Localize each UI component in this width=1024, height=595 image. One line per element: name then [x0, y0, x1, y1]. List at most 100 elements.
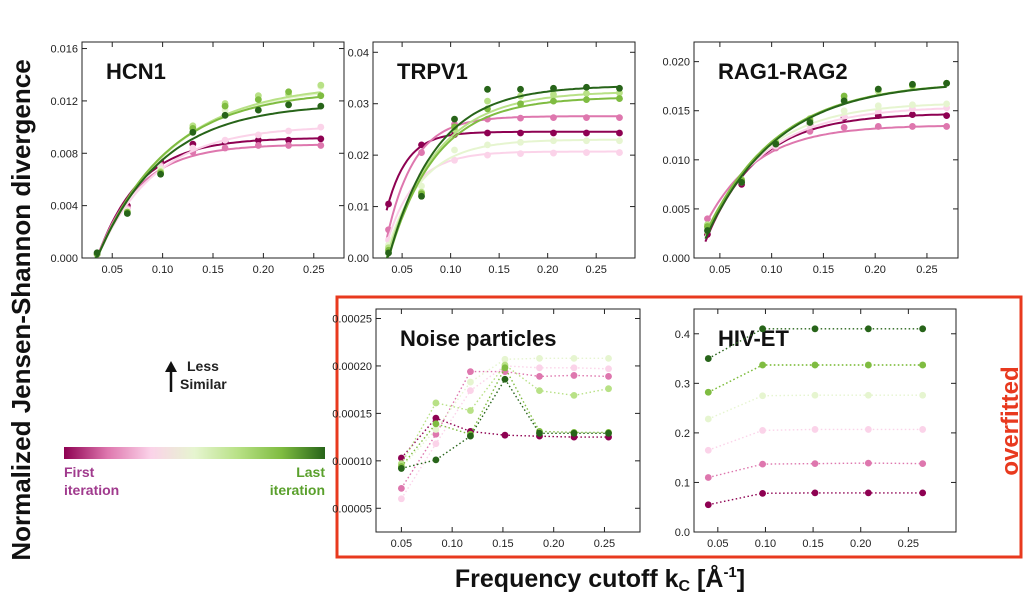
- legend-last-line2: iteration: [270, 482, 325, 498]
- data-point: [451, 146, 458, 154]
- data-point: [550, 84, 557, 92]
- data-point: [909, 80, 916, 88]
- data-point: [605, 429, 612, 437]
- data-point: [418, 141, 425, 149]
- data-point: [317, 142, 325, 149]
- x-tick-label: 0.25: [898, 538, 919, 550]
- data-point: [285, 136, 292, 144]
- data-point: [583, 129, 590, 137]
- data-point: [704, 474, 712, 481]
- data-point: [811, 325, 819, 333]
- data-point: [432, 420, 440, 428]
- x-tick-label: 0.25: [585, 264, 606, 276]
- data-point: [501, 431, 509, 439]
- data-point: [919, 489, 927, 497]
- data-point: [943, 79, 951, 87]
- data-point: [874, 102, 882, 110]
- x-tick-label: 0.05: [709, 264, 730, 276]
- y-tick-label: 0.008: [50, 148, 78, 160]
- data-point: [484, 151, 491, 159]
- x-tick-label: 0.25: [303, 264, 324, 276]
- legend-last-line1: Last: [296, 464, 325, 480]
- x-tick-label: 0.20: [537, 264, 558, 276]
- figure-ylabel: Normalized Jensen-Shannon divergence: [6, 59, 36, 560]
- figure-xlabel-sup: -1: [723, 564, 736, 581]
- x-tick-label: 0.10: [755, 538, 776, 550]
- data-point: [583, 90, 590, 97]
- series-line-2: [385, 150, 620, 245]
- data-point: [517, 150, 524, 158]
- data-point: [811, 361, 819, 369]
- data-point: [432, 414, 440, 422]
- data-point: [772, 140, 780, 148]
- plot-frame: [81, 41, 345, 259]
- data-point: [517, 129, 524, 137]
- x-tick-label: 0.15: [492, 538, 513, 550]
- data-point: [501, 375, 509, 383]
- data-point: [616, 129, 623, 137]
- series-line-6: [94, 107, 321, 258]
- data-point: [840, 107, 848, 115]
- x-tick-label: 0.10: [761, 264, 782, 276]
- data-point: [864, 361, 872, 369]
- data-point: [616, 149, 623, 156]
- y-tick-label: 0.012: [50, 96, 78, 108]
- data-point: [285, 88, 292, 96]
- data-point: [254, 106, 262, 114]
- x-tick-label: 0.20: [543, 538, 564, 550]
- data-point: [221, 144, 229, 152]
- y-tick-label: 0.00015: [332, 408, 372, 420]
- data-point: [550, 114, 557, 121]
- data-point: [317, 123, 325, 131]
- y-tick-label: 0.4: [675, 329, 690, 341]
- data-point: [864, 325, 872, 333]
- data-point: [550, 137, 557, 145]
- data-point: [536, 387, 543, 395]
- data-point: [517, 85, 524, 93]
- data-point: [759, 325, 766, 333]
- data-point: [759, 361, 766, 369]
- data-point: [467, 432, 474, 440]
- figure-xlabel-tail: [Å: [690, 564, 723, 593]
- data-point: [704, 446, 712, 454]
- legend-first-line2: iteration: [64, 482, 119, 498]
- data-point: [919, 325, 927, 333]
- data-point: [759, 489, 766, 497]
- y-tick-label: 0.020: [662, 57, 690, 69]
- panel-3: 0.05 0.10 0.15 0.20 0.25 0.00005 0.00010 0.0001…: [332, 308, 641, 550]
- data-point: [864, 426, 872, 433]
- series-line-6: [707, 328, 923, 360]
- figure-xlabel-end: ]: [737, 565, 745, 593]
- y-tick-label: 0.00025: [332, 313, 372, 325]
- data-point: [467, 378, 474, 386]
- data-point: [616, 137, 623, 145]
- plot-area: [704, 325, 927, 509]
- panel-title: Noise particles: [400, 326, 557, 351]
- x-tick-label: 0.15: [488, 264, 509, 276]
- data-point: [704, 415, 712, 423]
- series-line-0: [385, 130, 620, 211]
- y-tick-label: 0.010: [662, 155, 690, 167]
- series-line-1: [385, 115, 620, 240]
- y-tick-label: 0.015: [662, 106, 690, 118]
- data-point: [285, 142, 292, 149]
- data-point: [919, 361, 927, 369]
- x-tick-label: 0.20: [253, 264, 274, 276]
- data-point: [616, 95, 623, 102]
- data-point: [864, 489, 872, 497]
- plot-area: [385, 83, 623, 258]
- data-point: [759, 392, 766, 400]
- data-point: [221, 111, 229, 119]
- x-tick-label: 0.20: [850, 538, 871, 550]
- panel-title: HCN1: [106, 59, 166, 84]
- y-tick-label: 0.2: [675, 428, 690, 440]
- data-point: [432, 456, 440, 464]
- panel-2: 0.05 0.10 0.15 0.20 0.25 0.000 0.005 0.010 0.015…: [662, 41, 959, 276]
- series-line-4: [385, 91, 620, 258]
- arrow-label-line2: Similar: [180, 376, 227, 392]
- data-point: [864, 459, 872, 467]
- data-point: [840, 124, 848, 131]
- data-point: [432, 399, 440, 407]
- data-point: [397, 465, 405, 472]
